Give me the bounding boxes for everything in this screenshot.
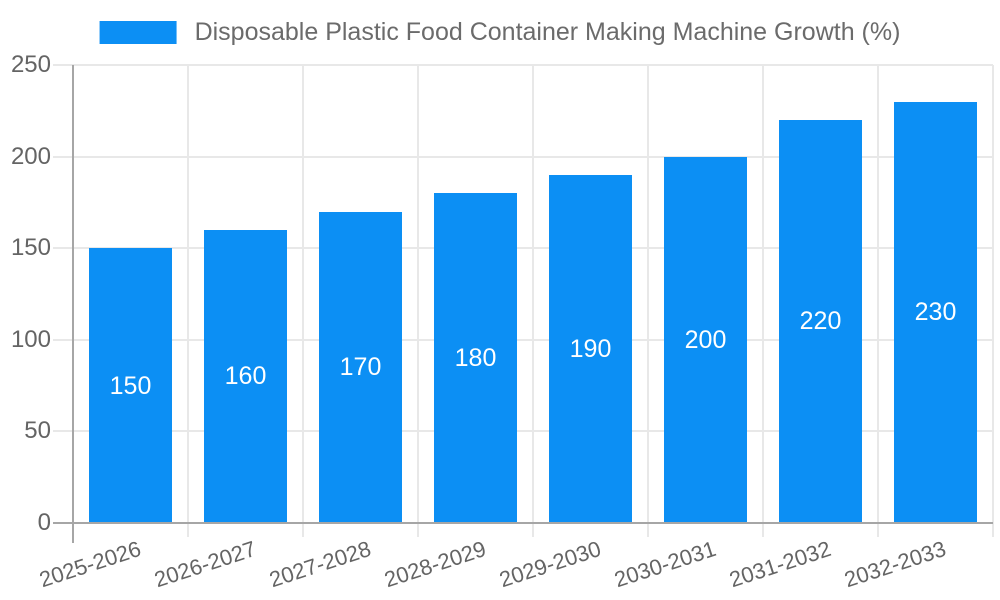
bar[interactable] [204,229,287,523]
bar-value-label: 170 [339,353,382,382]
bar[interactable] [89,248,172,523]
bar-value-label: 150 [109,371,152,400]
x-tick-label: 2026-2027 [151,536,260,593]
bar-value-label: 200 [684,325,727,354]
gridline-y [53,64,993,66]
legend-swatch [99,20,177,44]
x-axis-line [53,522,993,524]
y-tick-label: 250 [10,51,51,78]
x-tick-label: 2030-2031 [611,536,720,593]
bar[interactable] [664,156,747,523]
x-tick-label: 2031-2032 [726,536,835,593]
x-tick-label: 2025-2026 [36,536,145,593]
y-axis-line [72,65,74,543]
legend-label: Disposable Plastic Food Container Making… [194,18,901,46]
gridline-x [302,65,304,537]
legend-item[interactable]: Disposable Plastic Food Container Making… [99,18,901,46]
bar-value-label: 160 [224,362,267,391]
bar-value-label: 180 [454,344,497,373]
gridline-x [877,65,879,537]
gridline-y [53,155,993,158]
gridline-x [532,65,534,537]
bar[interactable] [319,211,402,523]
gridline-y [53,247,993,250]
x-tick-label: 2027-2028 [266,536,375,593]
gridline-x [647,65,649,537]
y-tick-label: 50 [24,417,51,445]
y-tick-label: 100 [10,325,51,353]
y-tick-label: 200 [10,142,51,170]
gridline-y [53,338,993,341]
bar[interactable] [434,193,517,523]
gridline-x [187,65,189,537]
x-tick-label: 2032-2033 [841,536,950,593]
bar[interactable] [894,101,977,523]
gridline-x [992,65,994,537]
bar[interactable] [549,174,632,523]
gridline-x [762,65,764,537]
y-tick-label: 0 [37,509,51,536]
bar-value-label: 220 [799,307,842,336]
bar-value-label: 230 [914,298,957,327]
bar-value-label: 190 [569,334,612,363]
x-tick-label: 2028-2029 [381,536,490,593]
x-tick-label: 2029-2030 [496,536,605,593]
gridline-x [417,65,419,537]
bar[interactable] [779,119,862,523]
y-tick-label: 150 [10,234,51,262]
gridline-y [53,430,993,433]
